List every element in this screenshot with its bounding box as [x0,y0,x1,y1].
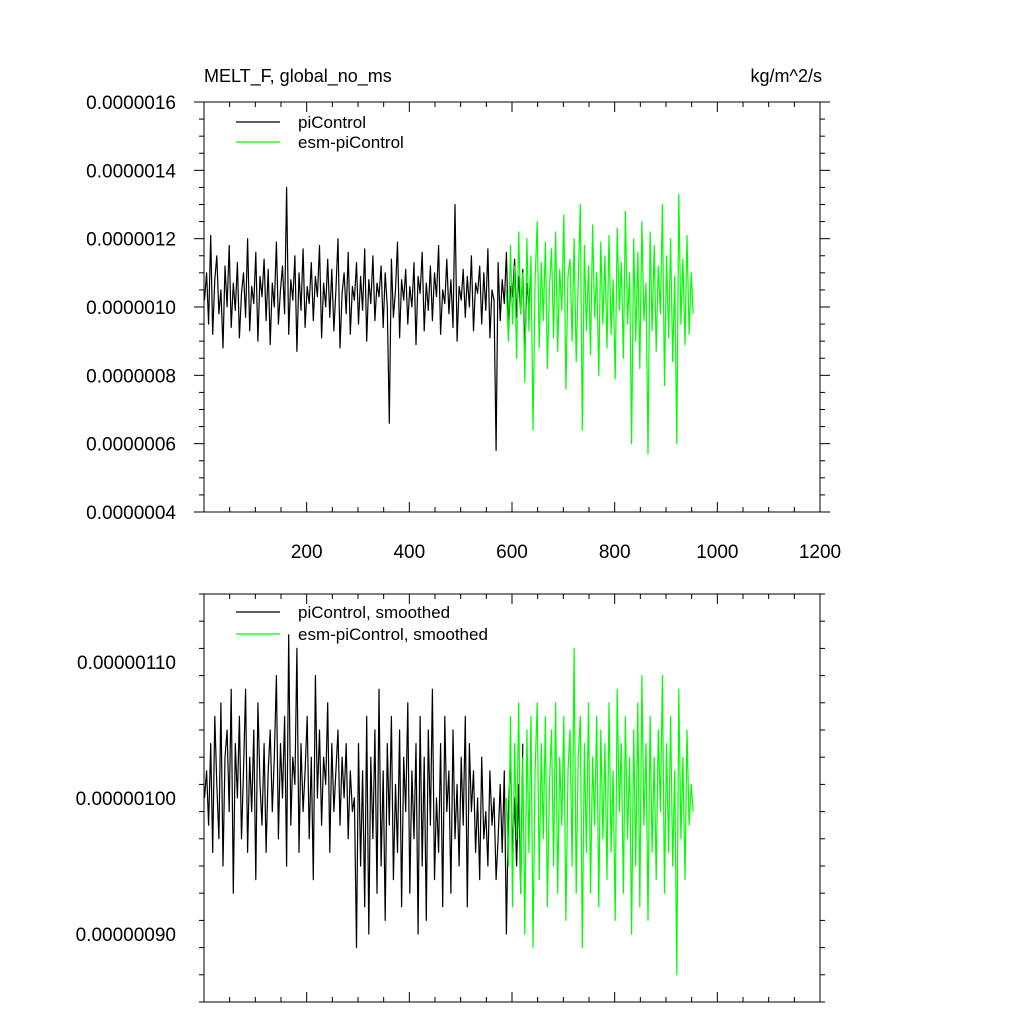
y-tick-label: 0.0000010 [86,298,176,319]
x-tick-label: 1000 [696,542,738,563]
y-tick-label: 0.00000100 [76,789,176,810]
top-chart-units: kg/m^2/s [751,66,822,86]
y-tick-label: 0.0000014 [86,161,176,182]
top-chart-title: MELT_F, global_no_ms [204,66,392,87]
x-tick-label: 400 [393,542,425,563]
legend-label-picontrol-smoothed: piControl, smoothed [298,603,450,622]
legend-label-esm-picontrol: esm-piControl [298,133,404,152]
x-tick-label: 1200 [799,542,841,563]
series-line-esm-picontrol [505,193,694,455]
top-chart-legend: piControl esm-piControl [236,113,404,152]
bottom-chart-legend: piControl, smoothed esm-piControl, smoot… [236,603,488,644]
top-chart-frame [203,101,821,513]
y-tick-label: 0.0000006 [86,435,176,456]
top-chart-series [203,186,694,455]
bottom-chart-ticks: 0.00000090 0.00000100 0.00000110 [76,593,825,1003]
x-tick-label: 200 [291,542,323,563]
bottom-chart-series [203,634,694,976]
x-tick-label: 800 [599,542,631,563]
y-tick-label: 0.0000004 [86,503,176,524]
legend-label-esm-picontrol-smoothed: esm-piControl, smoothed [298,625,488,644]
legend-label-picontrol: piControl [298,113,366,132]
series-line-picontrol-smoothed [203,634,524,949]
y-tick-label: 0.00000110 [77,653,176,674]
top-chart-ticks: 200 400 600 800 1000 1200 0.0000004 0.0000006 0.… [86,93,841,563]
top-chart: MELT_F, global_no_ms kg/m^2/s 200 400 600 8… [86,66,841,563]
y-tick-label: 0.0000008 [86,366,176,387]
x-tick-label: 600 [496,542,528,563]
y-tick-label: 0.00000090 [76,925,176,946]
bottom-chart: 0.00000090 0.00000100 0.00000110 piControl… [76,593,825,1003]
y-tick-label: 0.0000016 [86,93,176,114]
y-tick-label: 0.0000012 [86,230,176,251]
bottom-chart-frame [203,593,821,1003]
series-line-esm-picontrol-smoothed [505,647,694,976]
series-line-picontrol [203,186,532,452]
